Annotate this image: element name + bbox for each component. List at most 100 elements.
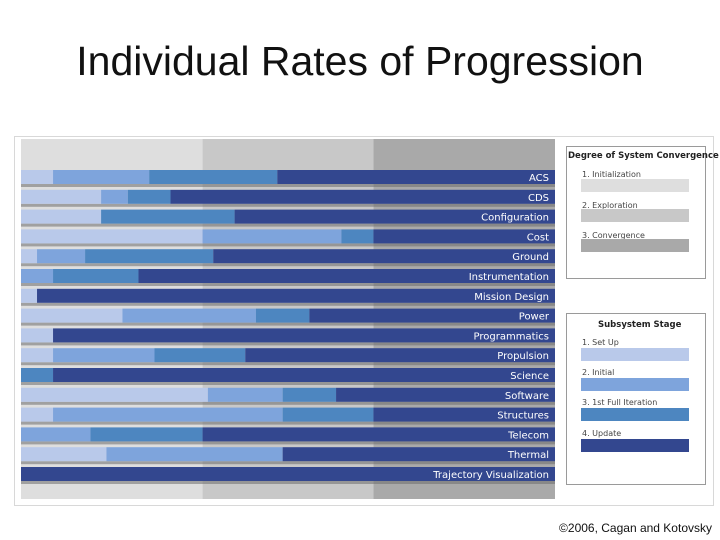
phase-legend-title: Degree of System Convergence [568,151,719,161]
phase-legend: Degree of System Convergence 1. Initiali… [566,146,719,279]
bar-segment-15-stage-4 [21,467,555,481]
bar-label-2: Configuration [481,213,549,224]
bar-segment-2-stage-4 [234,209,555,224]
bar-segment-3-stage-4 [373,229,555,244]
bar-segment-7-stage-4 [309,308,555,323]
bar-segment-11-stage-1 [21,387,208,402]
bar-shadow-14 [21,461,555,465]
bar-shadow-7 [21,322,555,326]
bar-segment-12-stage-4 [373,407,555,422]
bar-shadow-0 [21,184,555,187]
stage-legend-swatch-initial [581,378,689,391]
bar-segment-11-stage-3 [282,387,337,402]
bar-segment-11-stage-2 [207,387,283,402]
bar-label-6: Mission Design [474,292,549,303]
slide-title: Individual Rates of Progression [76,38,644,84]
bar-segment-7-stage-1 [21,308,123,323]
bar-label-4: Ground [512,252,549,263]
bar-segment-6-stage-4 [37,288,555,303]
stage-legend-label-setup: 1. Set Up [582,338,619,347]
stage-legend-title: Subsystem Stage [598,320,682,330]
bar-label-13: Telecom [507,430,549,441]
bar-shadow-6 [21,302,555,306]
progression-chart: ACS CDS Configuration Cost Ground Instrumenta… [21,139,556,499]
bar-segment-10-stage-3 [21,368,54,382]
bar-segment-13-stage-2 [21,427,91,442]
bar-segment-2-stage-1 [21,209,102,224]
stage-legend-label-first-full-iteration: 3. 1st Full Iteration [582,398,658,407]
bar-segment-5-stage-3 [53,269,139,283]
bar-segment-3-stage-1 [21,229,203,244]
bar-segment-9-stage-1 [21,348,54,363]
bar-segment-4-stage-2 [37,249,86,264]
stage-legend-label-update: 4. Update [582,429,622,438]
bar-segment-8-stage-4 [53,328,555,343]
bar-segment-2-stage-3 [101,209,235,224]
phase-legend-swatch-initialization [581,179,689,192]
bar-label-3: Cost [527,232,549,243]
bar-segment-13-stage-4 [202,427,555,442]
bar-segment-10-stage-4 [53,368,555,382]
copyright-notice: ©2006, Cagan and Kotovsky [559,521,712,535]
bar-segment-3-stage-2 [202,229,342,244]
bar-segment-9-stage-4 [245,348,555,363]
bar-shadow-9 [21,362,555,366]
bar-segment-1-stage-1 [21,189,102,204]
bar-segment-4-stage-3 [85,249,214,264]
bar-segment-7-stage-3 [255,308,310,323]
bar-segment-0-stage-1 [21,170,54,184]
stage-legend-swatch-update [581,439,689,452]
bar-label-11: Software [505,391,549,402]
phase-legend-label-exploration: 2. Exploration [582,201,638,210]
bar-segment-1-stage-4 [170,189,555,204]
bar-label-7: Power [519,312,550,323]
bar-segment-14-stage-2 [106,447,283,462]
bar-shadow-5 [21,283,555,286]
bar-shadow-13 [21,441,555,445]
bar-label-14: Thermal [507,450,549,461]
phase-legend-label-initialization: 1. Initialization [582,170,641,179]
bar-segment-4-stage-4 [213,249,556,264]
stage-legend-swatch-first-full-iteration [581,408,689,421]
bar-shadow-2 [21,223,555,227]
bar-shadow-10 [21,382,555,385]
bar-segment-7-stage-2 [122,308,256,323]
bar-segment-11-stage-4 [336,387,555,402]
bar-label-12: Structures [497,411,549,422]
stage-legend-swatch-setup [581,348,689,361]
bar-segment-12-stage-2 [53,407,283,422]
stage-legend-label-initial: 2. Initial [582,368,615,377]
bar-segment-1-stage-2 [101,189,128,204]
bar-segment-4-stage-1 [21,249,38,264]
bar-segment-0-stage-4 [277,170,555,184]
bar-segment-3-stage-3 [341,229,374,244]
bar-shadow-12 [21,421,555,425]
bar-shadow-8 [21,342,555,346]
bar-label-1: CDS [528,193,549,204]
phase-legend-swatch-exploration [581,209,689,222]
bar-label-9: Propulsion [497,351,549,362]
bar-segment-14-stage-4 [282,447,555,462]
bar-segment-14-stage-1 [21,447,107,462]
bar-segment-6-stage-1 [21,288,38,303]
bar-segment-9-stage-2 [53,348,155,363]
bar-label-10: Science [510,371,549,382]
bar-segment-1-stage-3 [127,189,171,204]
stage-legend: Subsystem Stage 1. Set Up 2. Initial 3. … [566,313,706,485]
bar-label-15: Trajectory Visualization [432,470,549,481]
bar-segment-0-stage-3 [149,170,278,184]
bar-shadow-4 [21,263,555,267]
bar-segment-12-stage-1 [21,407,54,422]
bar-label-5: Instrumentation [469,272,549,283]
bar-segment-5-stage-4 [138,269,555,283]
bar-shadow-1 [21,203,555,207]
bar-segment-5-stage-2 [21,269,54,283]
bar-segment-0-stage-2 [53,170,150,184]
bar-segment-12-stage-3 [282,407,374,422]
bar-segment-9-stage-3 [154,348,246,363]
bar-label-8: Programmatics [474,331,549,342]
bar-segment-8-stage-1 [21,328,54,343]
phase-legend-swatch-convergence [581,239,689,252]
phase-legend-label-convergence: 3. Convergence [582,231,645,240]
bar-shadow-11 [21,401,555,405]
